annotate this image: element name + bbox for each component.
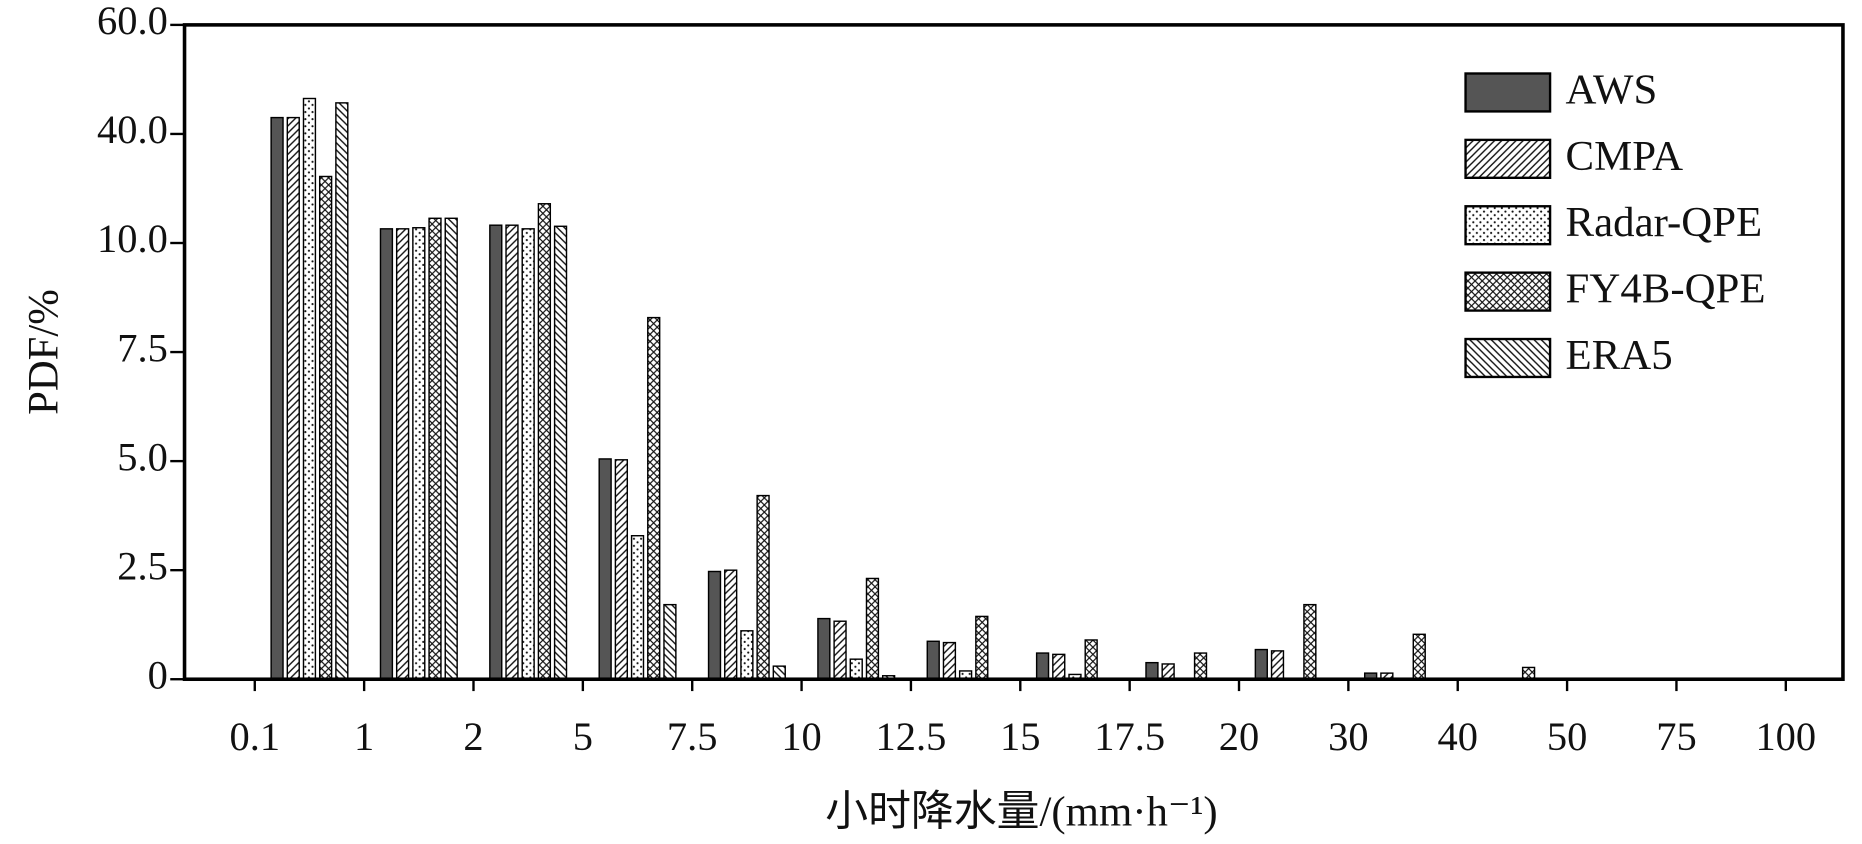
bar bbox=[707, 570, 722, 680]
bar bbox=[849, 658, 863, 680]
bar bbox=[395, 228, 410, 680]
bar bbox=[318, 175, 333, 680]
bar bbox=[444, 217, 458, 680]
bar bbox=[1303, 603, 1317, 680]
legend-label: FY4B-QPE bbox=[1566, 266, 1766, 313]
bar bbox=[1193, 652, 1208, 680]
bar bbox=[1254, 648, 1268, 680]
legend-swatch bbox=[1464, 72, 1552, 113]
bar bbox=[286, 116, 300, 680]
bar bbox=[598, 458, 612, 680]
bar bbox=[1270, 650, 1285, 680]
bar bbox=[1145, 661, 1159, 680]
legend-label: CMPA bbox=[1566, 133, 1684, 180]
bar bbox=[865, 577, 880, 680]
x-tick-label: 75 bbox=[1656, 714, 1696, 759]
bar bbox=[926, 640, 940, 680]
y-tick-label: 60.0 bbox=[97, 0, 168, 43]
bar bbox=[302, 97, 317, 680]
bar bbox=[630, 535, 645, 680]
y-tick-label: 0 bbox=[148, 653, 168, 698]
x-tick-label: 50 bbox=[1547, 714, 1587, 759]
x-tick-label: 15 bbox=[1000, 714, 1040, 759]
bar bbox=[489, 224, 503, 680]
bar bbox=[975, 615, 989, 680]
bar bbox=[379, 228, 394, 680]
bar bbox=[412, 227, 426, 680]
y-tick-label: 10.0 bbox=[97, 216, 168, 261]
bar bbox=[1412, 633, 1426, 680]
bar bbox=[833, 620, 847, 680]
bar bbox=[817, 617, 831, 680]
y-tick-label: 5.0 bbox=[117, 434, 168, 479]
legend-label: AWS bbox=[1566, 67, 1658, 114]
x-tick-label: 5 bbox=[573, 714, 593, 759]
bar bbox=[647, 316, 661, 680]
bar bbox=[270, 116, 284, 680]
x-axis-title: 小时降水量/(mm·h⁻¹) bbox=[825, 788, 1217, 835]
x-tick-label: 0.1 bbox=[229, 714, 280, 759]
bar bbox=[1084, 639, 1098, 680]
y-tick-label: 7.5 bbox=[117, 325, 168, 370]
bar bbox=[428, 217, 442, 680]
legend-label: ERA5 bbox=[1566, 332, 1673, 379]
x-tick-label: 40 bbox=[1437, 714, 1477, 759]
bar bbox=[521, 228, 535, 680]
x-tick-label: 1 bbox=[354, 714, 374, 759]
bar bbox=[663, 603, 677, 680]
bar bbox=[335, 102, 349, 680]
x-tick-label: 12.5 bbox=[876, 714, 947, 759]
bar bbox=[756, 494, 770, 680]
bar bbox=[1161, 663, 1175, 680]
legend-label: Radar-QPE bbox=[1566, 199, 1763, 246]
bar bbox=[553, 225, 568, 680]
bar bbox=[537, 203, 552, 680]
legend-swatch bbox=[1464, 337, 1552, 379]
bar bbox=[724, 569, 738, 680]
bar bbox=[1035, 652, 1050, 680]
bar bbox=[505, 224, 519, 680]
bar bbox=[772, 665, 786, 680]
bar bbox=[1052, 653, 1066, 680]
y-tick-label: 2.5 bbox=[117, 543, 168, 588]
y-axis-title: PDF/% bbox=[20, 289, 67, 415]
bar bbox=[942, 641, 957, 680]
x-tick-label: 2 bbox=[463, 714, 483, 759]
legend-swatch bbox=[1464, 138, 1552, 179]
legend-swatch bbox=[1464, 205, 1552, 246]
x-tick-label: 100 bbox=[1755, 714, 1816, 759]
x-tick-label: 30 bbox=[1328, 714, 1368, 759]
plot-frame bbox=[182, 23, 1845, 682]
y-tick-label: 40.0 bbox=[97, 107, 168, 152]
legend-swatch bbox=[1464, 271, 1552, 312]
bar bbox=[740, 630, 754, 680]
bar bbox=[614, 459, 629, 680]
x-tick-label: 7.5 bbox=[667, 714, 718, 759]
x-tick-label: 10 bbox=[781, 714, 821, 759]
x-tick-label: 20 bbox=[1219, 714, 1259, 759]
x-tick-label: 17.5 bbox=[1094, 714, 1165, 759]
